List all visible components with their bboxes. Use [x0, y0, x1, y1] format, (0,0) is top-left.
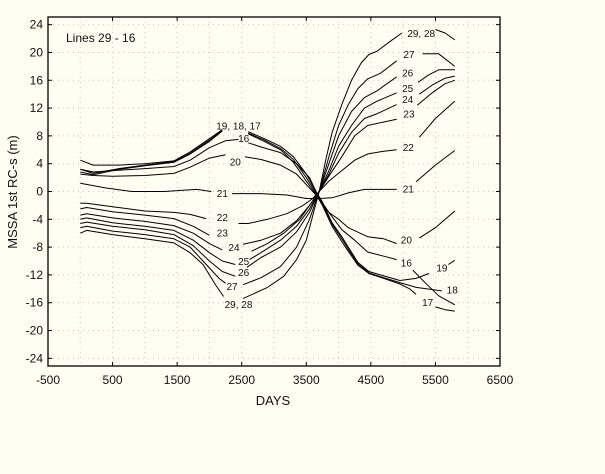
y-tick-label: -20: [26, 324, 44, 338]
x-tick-label: -500: [36, 373, 60, 387]
line-label: 29, 28: [225, 300, 253, 311]
x-tick-label: 2500: [228, 373, 255, 387]
y-tick-label: 0: [36, 185, 43, 199]
line-label: 25: [238, 257, 250, 268]
series-segment-19: [80, 129, 223, 166]
series-segment-22: [238, 149, 397, 224]
series-segment-24: [242, 104, 397, 245]
chart-annotation: Lines 29 - 16: [66, 31, 136, 45]
series-segment-29-28: [80, 229, 225, 297]
line-label: 23: [217, 229, 229, 240]
series-segment-27: [80, 225, 226, 284]
series-segment-21: [415, 150, 456, 183]
line-label: 19, 18, 17: [216, 121, 261, 132]
series-line-26: [80, 69, 455, 277]
axis-ticks: -500 500 1500 2500 3500 4500 5500 6500 -24 -20 -16…: [26, 17, 514, 387]
series-segment-26: [246, 76, 397, 268]
line-label: 27: [403, 50, 415, 61]
line-label: 25: [402, 84, 414, 95]
line-label: 17: [422, 298, 434, 309]
line-label: 20: [230, 158, 242, 169]
series-segment-18: [80, 129, 223, 174]
y-tick-label: -16: [26, 296, 44, 310]
x-tick-label: 5500: [422, 373, 449, 387]
x-tick-label: 1500: [164, 373, 191, 387]
x-axis-label: DAYS: [256, 393, 291, 408]
series-segment-27: [422, 53, 456, 67]
series-segment-20: [80, 154, 226, 177]
series-line-25: [80, 75, 455, 265]
y-tick-label: 20: [30, 45, 44, 59]
series-line-19: [80, 129, 456, 281]
series-segment-17: [435, 306, 455, 312]
series-segment-18: [248, 132, 442, 292]
y-tick-label: 4: [36, 157, 43, 171]
series-segment-27: [242, 60, 398, 286]
y-tick-label: -12: [26, 268, 44, 282]
line-label: 22: [217, 213, 229, 224]
x-tick-label: 3500: [293, 373, 320, 387]
series-segment-26: [417, 69, 455, 83]
series-line-17: [80, 130, 455, 312]
line-label: 23: [403, 110, 415, 121]
series-segment-19: [448, 259, 456, 265]
series-segment-25: [419, 75, 455, 95]
y-tick-label: -24: [26, 351, 44, 365]
series-segment-29-28: [242, 32, 403, 300]
series-segment-16: [80, 138, 239, 173]
line-label: 26: [402, 69, 414, 80]
line-label: 19: [436, 263, 448, 274]
x-tick-label: 500: [103, 373, 123, 387]
y-axis-label: MSSA 1st RC-s (m): [5, 135, 20, 248]
series-line-24: [80, 79, 455, 251]
x-tick-label: 6500: [487, 373, 514, 387]
series-line-18: [80, 129, 442, 292]
y-tick-label: -8: [32, 240, 43, 254]
series-segment-24: [80, 213, 223, 251]
series-line-23: [80, 118, 397, 252]
y-tick-label: 16: [30, 73, 44, 87]
series-segment-23: [80, 207, 210, 236]
series-segment-21: [80, 182, 212, 192]
series-segment-20: [419, 210, 456, 239]
line-label: 27: [226, 282, 238, 293]
series-segment-23: [251, 118, 397, 252]
series-segment-24: [416, 79, 455, 106]
line-label: 20: [401, 235, 413, 246]
series-lines: [80, 29, 456, 312]
line-label: 21: [217, 189, 229, 200]
line-label: 29, 28: [407, 29, 435, 40]
series-segment-17: [247, 133, 417, 295]
series-segment-25: [80, 217, 236, 265]
line-label: 21: [403, 185, 415, 196]
series-segment-19: [248, 131, 430, 281]
line-label: 24: [228, 243, 240, 254]
y-tick-label: 24: [30, 18, 44, 32]
line-label: 22: [403, 143, 415, 154]
y-tick-label: -4: [32, 212, 43, 226]
series-segment-22: [80, 202, 207, 220]
series-segment-17: [80, 130, 223, 176]
series-line-27: [80, 53, 456, 286]
line-label: 16: [238, 134, 250, 145]
y-tick-label: 8: [36, 129, 43, 143]
series-line-22: [80, 100, 456, 224]
line-label: 18: [447, 286, 459, 297]
y-tick-label: 12: [30, 101, 44, 115]
series-line-29-28: [80, 29, 456, 300]
series-segment-26: [80, 221, 236, 277]
series-segment-29-28: [435, 29, 456, 41]
grid: [48, 17, 500, 366]
line-label: 16: [401, 258, 413, 269]
line-label: 26: [238, 268, 250, 279]
line-label: 24: [402, 95, 414, 106]
x-tick-label: 4500: [358, 373, 385, 387]
series-segment-22: [418, 100, 456, 138]
series-segment-25: [249, 92, 397, 261]
series-line-20: [80, 154, 456, 245]
